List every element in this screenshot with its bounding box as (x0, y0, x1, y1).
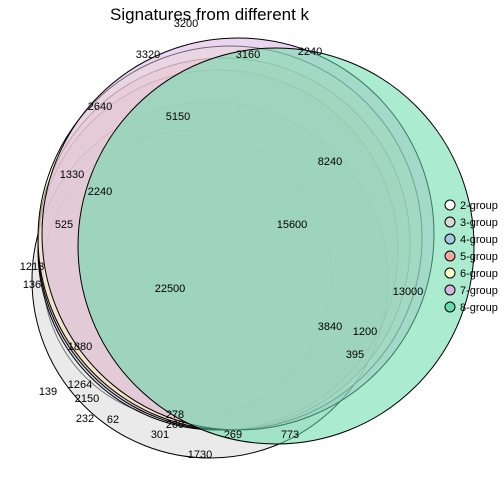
legend-label: 3-group (460, 217, 498, 229)
region-value: 525 (55, 219, 73, 231)
region-value: 13000 (393, 286, 424, 298)
region-value: 3320 (136, 49, 160, 61)
region-value: 773 (281, 429, 299, 441)
legend-label: 8-group (460, 302, 498, 314)
legend-label: 6-group (460, 268, 498, 280)
region-value: 2240 (298, 46, 322, 58)
euler-diagram: Signatures from different k 3200 3320 3160… (0, 0, 504, 504)
region-value: 15600 (277, 219, 308, 231)
region-value: 3160 (236, 49, 260, 61)
legend-swatch-3-group (445, 217, 455, 227)
region-value: 1213 (20, 261, 44, 273)
region-value: 1880 (68, 341, 92, 353)
region-value: 2640 (88, 101, 112, 113)
region-value: 1330 (60, 169, 84, 181)
region-value: 62 (107, 414, 119, 426)
region-value: 395 (346, 349, 364, 361)
legend-swatch-5-group (445, 251, 455, 261)
region-value: 232 (76, 413, 94, 425)
set-8-group (78, 48, 474, 444)
region-value: 8240 (318, 156, 342, 168)
region-value: 269 (224, 429, 242, 441)
region-value: 301 (151, 429, 169, 441)
legend-label: 2-group (460, 200, 498, 212)
region-value: 1730 (188, 449, 212, 461)
legend-swatch-4-group (445, 234, 455, 244)
chart-title: Signatures from different k (110, 5, 310, 24)
legend-label: 4-group (460, 234, 498, 246)
region-value: 136 (23, 279, 41, 291)
region-value: 2240 (88, 186, 112, 198)
legend-swatch-2-group (445, 200, 455, 210)
region-value: 22500 (155, 283, 186, 295)
region-value: 2150 (75, 393, 99, 405)
legend-label: 7-group (460, 285, 498, 297)
region-value: 5150 (166, 111, 190, 123)
region-value: 1200 (353, 326, 377, 338)
region-value: 3840 (318, 321, 342, 333)
legend-label: 5-group (460, 251, 498, 263)
legend-swatch-6-group (445, 268, 455, 278)
legend-swatch-8-group (445, 302, 455, 312)
region-value: 1264 (68, 379, 92, 391)
region-value: 3200 (174, 18, 198, 30)
legend-swatch-7-group (445, 285, 455, 295)
region-value: 139 (39, 386, 57, 398)
